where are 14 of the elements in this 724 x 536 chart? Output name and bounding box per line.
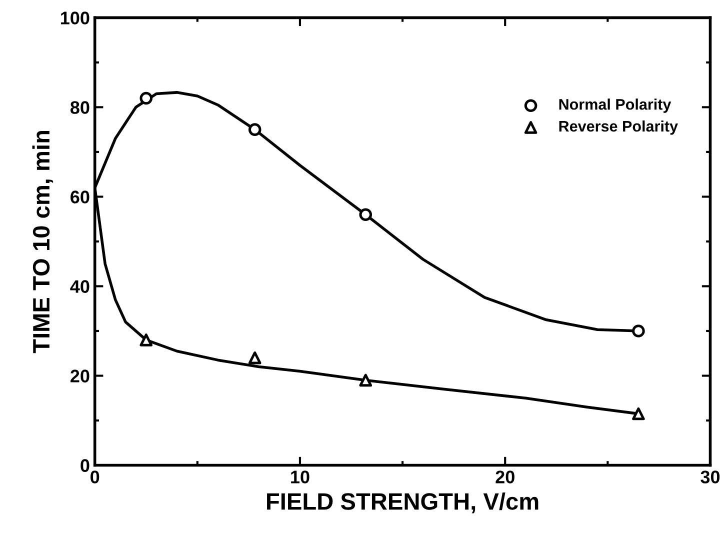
y-tick-label: 40: [70, 280, 90, 293]
y-tick-label: 20: [70, 370, 90, 382]
y-tick-label: 80: [70, 101, 90, 114]
y-tick-label: 0: [80, 459, 90, 472]
x-tick-label: 0: [90, 470, 100, 484]
x-tick-label: 10: [291, 470, 310, 484]
x-tick-label: 30: [700, 470, 720, 484]
legend-label: Normal Polarity: [559, 98, 672, 113]
legend-label: Reverse Polarity: [559, 120, 678, 135]
x-axis-title: FIELD STRENGTH, V/cm: [267, 492, 538, 514]
y-axis-title: TIME TO 10 cm, min: [32, 130, 54, 354]
y-tick-label: 60: [70, 190, 90, 204]
x-tick-label: 20: [496, 470, 514, 484]
y-tick-label: 100: [61, 12, 90, 24]
